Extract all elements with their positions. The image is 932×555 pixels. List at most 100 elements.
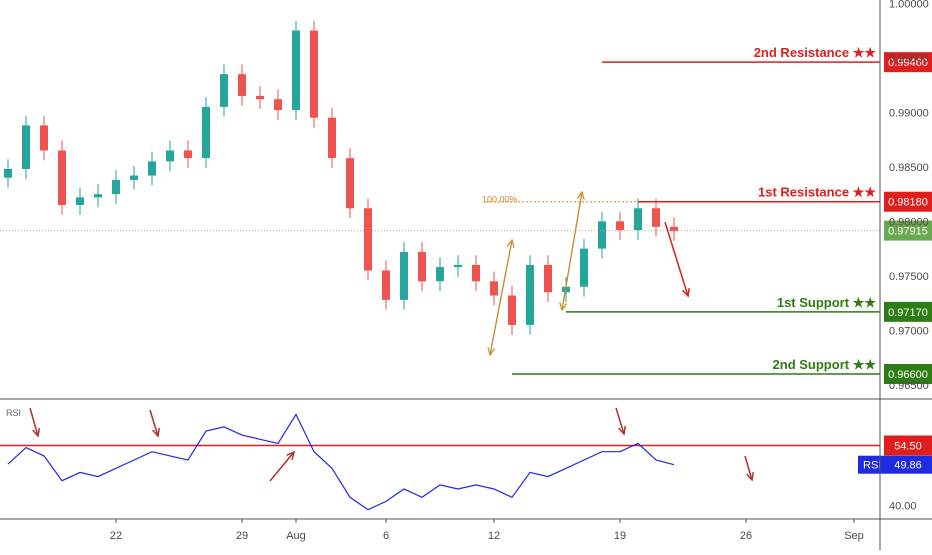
fib-range-arrow <box>487 239 513 357</box>
candle-body <box>616 221 624 231</box>
projected-drop-arrow <box>664 221 690 298</box>
candle <box>418 242 426 292</box>
current-price-tag <box>884 220 932 241</box>
candle-body <box>22 125 30 170</box>
candle-body <box>580 248 588 287</box>
candle <box>292 20 300 120</box>
candle <box>310 20 318 128</box>
candle <box>76 187 84 215</box>
candle <box>616 211 624 240</box>
level-price-tag <box>884 191 932 212</box>
candle <box>508 285 516 335</box>
level-price-label: 0.98180 <box>888 197 928 209</box>
level-price-tag <box>884 52 932 73</box>
price-tick-label: 0.97000 <box>889 325 929 337</box>
candle <box>580 238 588 297</box>
rsi-level-label: 54.50 <box>894 441 922 453</box>
candle <box>256 86 264 110</box>
candle <box>130 165 138 190</box>
rsi-divergence-arrow <box>269 450 296 482</box>
candle <box>346 148 354 219</box>
rsi-name-in-tag: RSI <box>863 460 881 472</box>
price-tick-label: 0.97500 <box>889 271 929 283</box>
candle-body <box>274 99 282 111</box>
candle <box>4 159 12 188</box>
rsi-divergence-arrow <box>615 407 626 436</box>
candle <box>94 184 102 208</box>
candle <box>112 170 120 204</box>
candle-body <box>220 74 228 107</box>
price-tick-label: 0.99000 <box>889 107 929 119</box>
candle-body <box>364 208 372 271</box>
level-label: 2nd Support ★★ <box>773 357 877 372</box>
candle <box>274 89 282 120</box>
candle-body <box>58 150 66 205</box>
candle <box>670 216 678 241</box>
candle-body <box>310 30 318 118</box>
candle-body <box>40 125 48 151</box>
time-tick-label: 6 <box>383 530 389 542</box>
candle <box>238 64 246 106</box>
candle-body <box>670 226 678 232</box>
candle-body <box>436 267 444 282</box>
arrow-shaft <box>29 407 39 437</box>
candle <box>490 271 498 306</box>
candle <box>148 151 156 186</box>
rsi-tick-label: 40.00 <box>889 501 917 513</box>
fib-label: 100.00% <box>482 195 518 205</box>
candle-body <box>508 295 516 325</box>
arrow-head <box>681 287 690 298</box>
candle <box>652 198 660 237</box>
candle <box>454 255 462 277</box>
candle <box>382 260 390 310</box>
candle-body <box>544 264 552 293</box>
time-tick-label: 29 <box>236 530 248 542</box>
candle-body <box>346 158 354 209</box>
price-tick-label: 1.00000 <box>889 0 929 10</box>
candle <box>184 140 192 168</box>
arrow-shaft <box>744 455 753 481</box>
fib-range-arrow <box>559 191 583 312</box>
price-tick-label: 0.96500 <box>889 380 929 392</box>
candle-body <box>472 264 480 282</box>
candle-body <box>202 106 210 159</box>
arrow-shaft <box>269 451 295 482</box>
current-price-label: 0.97915 <box>888 226 928 238</box>
candle <box>526 255 534 335</box>
candle-body <box>256 95 264 100</box>
price-tick-label: 0.98000 <box>889 216 929 228</box>
candle <box>436 257 444 292</box>
candle-body <box>652 208 660 227</box>
candle <box>364 198 372 281</box>
candle <box>22 115 30 179</box>
level-price-label: 0.96600 <box>888 369 928 381</box>
candle-body <box>148 161 156 176</box>
arrow-head <box>32 427 41 438</box>
candle-body <box>166 150 174 162</box>
candle <box>598 211 606 259</box>
arrow-head <box>746 471 755 482</box>
candle <box>202 97 210 168</box>
arrow-head <box>618 425 626 436</box>
level-price-tag <box>884 301 932 322</box>
candle-body <box>4 169 12 178</box>
price-tick-label: 0.99500 <box>889 53 929 65</box>
arrow-shaft <box>664 221 689 297</box>
candle <box>166 140 174 172</box>
candle <box>328 107 336 168</box>
candle <box>634 198 642 240</box>
rsi-divergence-arrow <box>149 409 160 438</box>
arrow-shaft <box>489 239 513 356</box>
level-price-tag <box>884 364 932 385</box>
candle-body <box>76 197 84 205</box>
candle-body <box>328 117 336 159</box>
arrow-head <box>152 427 160 438</box>
candle <box>400 242 408 310</box>
arrow-head <box>506 238 515 248</box>
candle-body <box>238 74 246 96</box>
candle-body <box>112 179 120 195</box>
rsi-divergence-arrow <box>29 407 41 438</box>
level-label: 2nd Resistance ★★ <box>754 45 877 60</box>
arrow-shaft <box>615 407 625 435</box>
